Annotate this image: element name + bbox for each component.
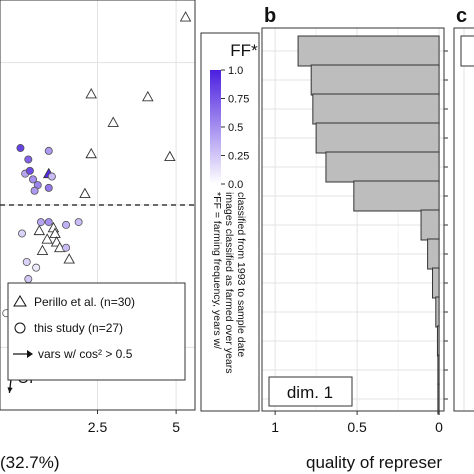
colorbar-tick-label: 0.0 [228, 179, 243, 191]
triangle-point [63, 253, 75, 264]
bar [315, 122, 440, 154]
circle-point [22, 257, 31, 266]
panel-b-x-axis-label: quality of represer [306, 453, 442, 472]
bar [312, 93, 440, 125]
colorbar-tick-label: 0.5 [228, 122, 243, 134]
panel-b-y-ticks [444, 50, 448, 400]
circle-point [29, 175, 38, 184]
legend-label-perillo: Perillo et al. (n=30) [34, 295, 135, 309]
triangle-point [85, 88, 97, 99]
bar [437, 354, 440, 386]
panel-b-x-ticks: 1 0.5 0 [271, 411, 443, 435]
triangle-point [36, 244, 49, 256]
panel-a-x-ticks: 2.5 5 [88, 410, 180, 435]
colorbar-tick-label: 0.75 [228, 94, 249, 106]
colorbar-note-line-3: classified from 1993 to sample date [235, 192, 247, 357]
triangle-point [164, 150, 176, 162]
bar [310, 64, 440, 96]
circle-point [24, 275, 33, 284]
panel-a-points [2, 11, 192, 318]
bar [353, 180, 440, 212]
circle-point [36, 218, 45, 227]
bar [435, 296, 440, 328]
triangle-point [49, 227, 61, 238]
colorbar-note-line-1: *FF = farming frequency, years w/ [211, 192, 223, 349]
circle-point [24, 155, 33, 164]
bar [437, 383, 440, 415]
circle-point [16, 144, 25, 153]
legend-triangle-marker [13, 295, 27, 307]
colorbar-tick-label: 0.25 [228, 151, 249, 163]
colorbar-note: *FF = farming frequency, years w/ images… [211, 192, 247, 374]
circle-point [62, 243, 71, 252]
legend-box [7, 282, 186, 381]
circle-point [18, 229, 27, 238]
circle-point [30, 186, 39, 195]
legend-label-vars: vars w/ cos² > 0.5 [38, 347, 133, 361]
triangle-point [41, 233, 53, 244]
x-tick-label: 1 [271, 419, 279, 435]
circle-point [47, 172, 56, 181]
triangle-point [107, 116, 119, 127]
triangle-point [33, 224, 46, 236]
panel-a-x-axis-label: (32.7%) [0, 453, 60, 472]
triangle-point [85, 147, 97, 159]
legend-circle-marker [14, 322, 26, 334]
x-tick-label: 0.5 [347, 419, 367, 435]
panel-c-label-box [460, 35, 474, 67]
x-tick-label: 5 [172, 419, 180, 435]
dim-label-box [268, 376, 353, 407]
panel-b-label: b [264, 5, 276, 27]
colorbar-ticks: 1.0 0.75 0.5 0.25 0.0 [221, 65, 249, 191]
x-tick-label: 2.5 [88, 419, 108, 435]
bar [427, 238, 440, 270]
legend-arrow-head [27, 350, 33, 358]
circle-point [44, 183, 53, 192]
bar [297, 35, 440, 67]
bar [325, 151, 440, 183]
circle-point [74, 218, 83, 227]
panel-c: c [453, 5, 474, 412]
dim-label: dim. 1 [287, 383, 333, 402]
panel-c-frame [453, 27, 474, 412]
bar [432, 267, 440, 299]
circle-point [44, 218, 53, 227]
circle-point [44, 146, 53, 155]
colorbar-gradient [210, 70, 221, 184]
colorbar-note-line-2: images classified as farmed over years [223, 192, 235, 374]
x-tick-label: 0 [435, 419, 443, 435]
panel-b: b 1 0.5 0 dim. 1 quality of represer [261, 5, 448, 472]
legend: Perillo et al. (n=30) this study (n=27) … [7, 282, 186, 381]
legend-label-this-study: this study (n=27) [34, 321, 123, 335]
bar [420, 209, 440, 241]
panel-a: OI 2.55 (32.7%) Perillo et al. (n=30) th… [0, 0, 196, 472]
variable-arrow-head [7, 387, 13, 393]
circle-point [32, 263, 41, 272]
colorbar-tick-label: 1.0 [228, 65, 243, 77]
circle-point [62, 220, 71, 229]
bar [436, 325, 440, 357]
triangle-point [142, 90, 154, 102]
panel-b-frame [261, 27, 445, 412]
circle-point [25, 166, 34, 175]
panel-c-label: c [456, 5, 467, 27]
panel-b-bars [297, 35, 440, 415]
triangle-point [79, 187, 91, 199]
triangle-point [179, 11, 192, 22]
colorbar-title: FF* [230, 41, 258, 60]
colorbar-legend: FF* 1.0 0.75 0.5 0.25 0.0 *FF = farming freq… [200, 32, 260, 412]
